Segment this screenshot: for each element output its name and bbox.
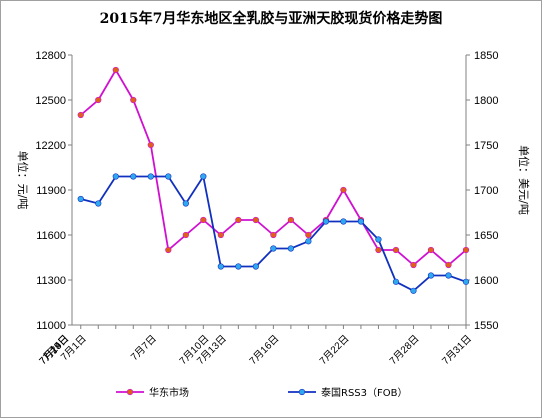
series-1-point [182,231,189,239]
series-2-point [165,173,172,180]
series-2-point [392,278,400,285]
series-2-point [95,200,102,207]
series-1-point [427,246,435,254]
series-1-point [112,66,119,74]
series-1-point [77,111,84,119]
series-2-point [322,218,330,225]
series-layer [77,66,470,294]
series-2-point [235,263,242,270]
y-right-tick-label: 1600 [474,275,498,287]
y-right-tick-label: 1650 [474,230,498,242]
series-1-point [217,231,224,239]
series-2-point [340,218,347,225]
series-2-point [182,200,189,207]
series-1-point [445,261,452,269]
x-tick-label: 7月7日 [128,333,158,363]
series-2-point [375,236,382,243]
series-2-point [287,245,294,252]
series-2-point [462,278,470,285]
series-1-point [200,216,207,224]
series-1-point [252,216,259,224]
y-axis-left-title: 单位：元/吨 [16,151,30,210]
series-1-point [410,261,417,269]
chart-title: 2015年7月华东地区全乳胶与亚洲天胶现货价格走势图 [99,11,443,27]
y-left-tick-label: 11600 [36,230,66,242]
series-1-point [130,96,137,104]
y-left-tick-label: 11300 [36,275,66,287]
x-tick-label: 7月22日 [317,333,351,367]
series-1-point [392,246,400,254]
y-axis-right-title: 单位：美元/吨 [517,145,531,215]
series-1-point [270,231,277,239]
legend-layer: 华东市场 泰国RSS3（FOB） [116,386,408,399]
series-2-point [305,238,312,245]
axes-layer: 12800 12500 12200 11900 11600 11300 11000 1850 1… [16,50,531,367]
y-right-tick-label: 1850 [474,50,498,62]
series-2-point [445,272,452,279]
legend-label-1: 华东市场 [149,386,189,399]
y-left-tick-label: 12800 [35,50,66,62]
series-1-point [235,216,242,224]
x-tick-label: 7月31日 [440,333,474,367]
series-2-point [410,287,417,294]
series-2-point [130,173,137,180]
series-2-point [147,173,154,180]
series-2-point [77,195,84,203]
series-2-point [357,218,365,225]
series-1-point [165,246,172,254]
y-right-tick-label: 1700 [474,185,498,197]
y-left-tick-label: 11900 [36,185,66,197]
series-1-point [375,246,382,254]
series-1-point [147,141,154,149]
series-1-point [340,186,347,194]
y-left-tick-label: 12500 [35,95,66,107]
series-2-point [270,245,277,252]
legend-label-2: 泰国RSS3（FOB） [321,386,408,399]
x-tick-label: 7月28日 [387,333,421,367]
series-2-point [112,173,119,180]
series-1-point [287,216,294,224]
y-right-tick-label: 1800 [474,95,498,107]
x-tick-label: 7月16日 [247,333,281,367]
y-right-tick-label: 1750 [474,140,498,152]
y-left-tick-label: 11000 [36,320,66,332]
series-1-point [462,246,470,254]
y-left-tick-label: 12200 [35,140,66,152]
legend-swatch-marker-1 [126,388,134,396]
series-2-point [200,173,207,180]
legend-swatch-marker-2 [298,388,306,396]
series-1-point [305,231,312,239]
series-2-point [427,272,435,279]
series-2-point [252,263,259,270]
y-right-tick-label: 1550 [474,320,498,332]
series-2-point [217,263,224,270]
series-1-point [95,96,102,104]
